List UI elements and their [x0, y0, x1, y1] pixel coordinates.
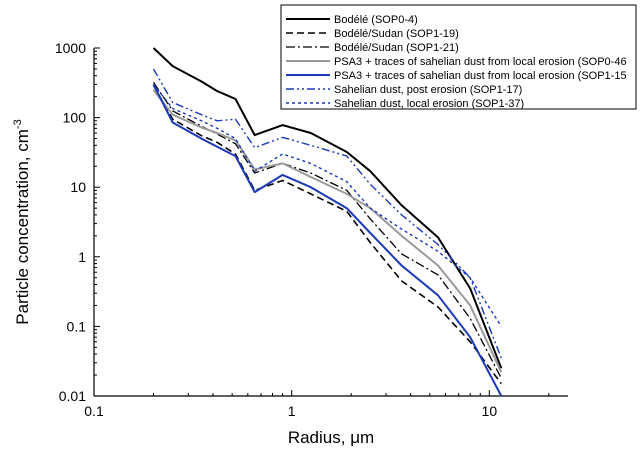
legend-label-3: Bodélé/Sudan (SOP1-21)	[334, 42, 459, 54]
y-tick-label: 1	[78, 249, 86, 265]
series-line-4	[152, 89, 503, 373]
legend-label-6: Sahelian dust, post erosion (SOP1-17)	[334, 84, 522, 96]
legend: Bodélé (SOP0-4) Bodélé/Sudan (SOP1-19) Bod…	[280, 4, 637, 110]
x-tick-label: 1	[288, 403, 296, 419]
y-tick-label: 10	[70, 179, 86, 195]
series-line-2	[152, 85, 502, 385]
y-tick-label: 100	[63, 110, 87, 126]
y-axis-label-superscript: -3	[12, 119, 24, 129]
series-line-3	[152, 82, 502, 379]
series-line-7	[152, 83, 502, 327]
series-line-6	[152, 68, 502, 359]
y-tick-label: 0.01	[59, 388, 86, 404]
legend-label-4: PSA3 + traces of sahelian dust from loca…	[334, 56, 627, 68]
series-lines	[152, 47, 503, 397]
y-tick-label: 1000	[55, 40, 86, 56]
x-axis-label: Radius, μm	[288, 428, 374, 447]
y-axis-label: Particle concentration, cm-3	[12, 119, 32, 324]
y-tick-label: 0.1	[67, 318, 87, 334]
series-line-5	[152, 83, 503, 397]
y-axis-label-main: Particle concentration, cm	[13, 129, 32, 325]
legend-label-7: Sahelian dust, local erosion (SOP1-37)	[334, 98, 524, 110]
x-tick-label: 0.1	[84, 403, 104, 419]
series-line-1	[152, 47, 503, 369]
legend-label-5: PSA3 + traces of sahelian dust from loca…	[334, 70, 627, 82]
x-tick-label: 10	[482, 403, 498, 419]
legend-label-2: Bodélé/Sudan (SOP1-19)	[334, 28, 459, 40]
legend-label-1: Bodélé (SOP0-4)	[334, 14, 418, 26]
legend-box	[280, 4, 637, 110]
